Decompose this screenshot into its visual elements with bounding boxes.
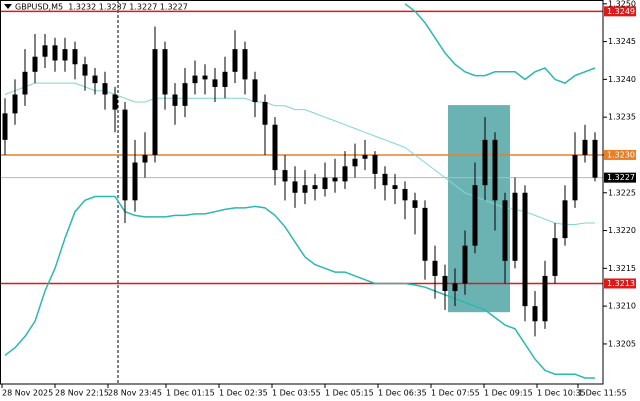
candle-body <box>202 75 208 80</box>
candle-body <box>492 139 498 201</box>
candle-body <box>372 154 378 174</box>
candle-body <box>292 181 298 193</box>
plot-border <box>0 0 604 385</box>
candle-body <box>522 192 528 307</box>
candle-body <box>12 94 18 114</box>
candle-body <box>362 154 368 159</box>
candle-body <box>222 71 228 87</box>
candle-body <box>212 79 218 87</box>
candle-body <box>112 94 118 110</box>
candle-body <box>512 192 518 261</box>
candle-body <box>342 166 348 182</box>
candle-body <box>462 245 468 284</box>
x-tick-label: 1 Dec 07:55 <box>431 389 480 398</box>
candle-body <box>312 185 318 189</box>
candle-body <box>412 200 418 208</box>
candle-body <box>482 139 488 186</box>
candle-body <box>502 200 508 261</box>
candle-body <box>192 75 198 84</box>
candle-body <box>272 124 278 171</box>
candle-body <box>322 177 328 189</box>
candle-body <box>392 185 398 189</box>
candle-body <box>352 158 358 167</box>
price-label-box <box>604 278 636 289</box>
y-tick-label: 1.3245 <box>608 37 636 46</box>
candle-body <box>422 207 428 261</box>
candle-body <box>172 94 178 106</box>
candle-body <box>442 275 448 292</box>
x-tick-label: 1 Dec 11:55 <box>578 389 627 398</box>
y-tick-label: 1.3210 <box>608 302 636 311</box>
x-tick-label: 1 Dec 03:55 <box>272 389 321 398</box>
chart-title: GBPUSD,M5 1.3232 1.3237 1.3227 1.3227 <box>15 3 188 12</box>
x-tick-label: 28 Nov 22:15 <box>55 389 109 398</box>
candle-body <box>432 260 438 276</box>
candle-body <box>472 185 478 246</box>
x-tick-label: 1 Dec 09:15 <box>484 389 533 398</box>
candle-body <box>162 49 168 95</box>
candle-body <box>582 139 588 155</box>
price-label-box <box>604 6 636 17</box>
candle-body <box>282 170 288 182</box>
candle-body <box>332 177 338 182</box>
candle-body <box>92 75 98 84</box>
candle-body <box>232 49 238 72</box>
y-tick-label: 1.3225 <box>608 188 636 197</box>
candle-body <box>22 71 28 95</box>
y-tick-label: 1.3240 <box>608 75 636 84</box>
symbol-icon <box>4 4 12 9</box>
x-tick-label: 28 Nov 2025 <box>2 389 53 398</box>
candle-body <box>52 45 58 61</box>
highlight-zone <box>448 105 510 313</box>
candle-body <box>42 45 48 57</box>
candle-body <box>542 275 548 322</box>
x-tick-label: 1 Dec 05:15 <box>325 389 374 398</box>
candle-body <box>562 200 568 239</box>
candle-body <box>142 154 148 163</box>
plot-area <box>0 0 603 384</box>
candle-body <box>262 102 268 125</box>
price-label-box <box>604 149 636 160</box>
y-tick-label: 1.3235 <box>608 113 636 122</box>
x-tick-label: 1 Dec 10:35 <box>537 389 586 398</box>
indicator-line <box>404 3 596 84</box>
indicator-line <box>4 195 595 379</box>
candle-body <box>382 173 388 186</box>
candle-body <box>2 113 8 140</box>
y-tick-label: 1.3220 <box>608 226 636 235</box>
candle-body <box>452 283 458 292</box>
price-label-box <box>604 172 636 183</box>
price-label: 1.3213 <box>607 279 635 288</box>
candle-body <box>72 49 78 65</box>
y-tick-label: 1.3250 <box>608 0 636 8</box>
x-tick-label: 1 Dec 01:15 <box>166 389 215 398</box>
candle-body <box>592 139 598 178</box>
price-label: 1.3227 <box>607 173 635 182</box>
x-tick-label: 1 Dec 02:35 <box>219 389 268 398</box>
candle-body <box>62 49 68 61</box>
candle-body <box>572 154 578 201</box>
candle-body <box>242 49 248 80</box>
candle-body <box>252 79 258 103</box>
candle-body <box>532 306 538 322</box>
y-tick-label: 1.3205 <box>608 339 636 348</box>
x-tick-label: 28 Nov 23:45 <box>108 389 162 398</box>
candle-body <box>122 109 128 201</box>
candle-body <box>182 83 188 106</box>
candle-body <box>402 188 408 201</box>
candle-body <box>132 162 138 201</box>
candle-body <box>102 83 108 95</box>
price-label: 1.3230 <box>607 150 635 159</box>
candle-body <box>82 64 88 76</box>
x-tick-label: 1 Dec 06:35 <box>378 389 427 398</box>
candle-body <box>152 49 158 155</box>
candle-body <box>32 56 38 72</box>
y-tick-label: 1.3215 <box>608 264 636 273</box>
candle-body <box>552 238 558 276</box>
price-label: 1.3249 <box>607 7 635 16</box>
candle-body <box>302 185 308 193</box>
